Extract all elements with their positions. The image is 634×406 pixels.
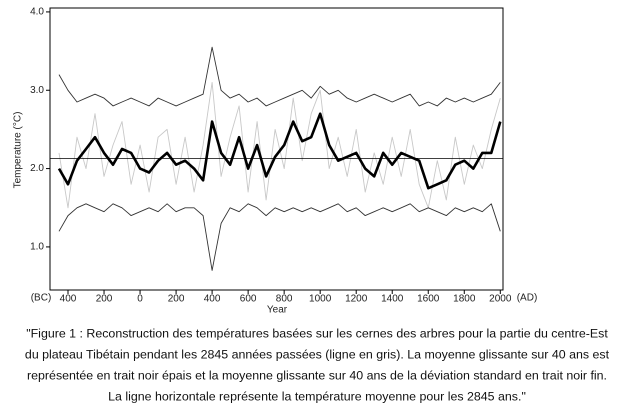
x-tick-label: 800 [276, 294, 293, 305]
y-tick-label: 3.0 [30, 85, 44, 96]
bc-note: (BC) [31, 293, 52, 304]
x-tick-label: 1800 [453, 294, 476, 305]
caption-line: du plateau Tibétain pendant les 2845 ann… [25, 347, 610, 361]
x-tick-label: 1400 [381, 294, 404, 305]
x-tick-label: 400 [60, 294, 77, 305]
caption-box [0, 316, 634, 406]
x-axis-label: Year [267, 305, 288, 316]
caption-line: La ligne horizontale représente la tempé… [108, 389, 526, 403]
y-axis-label: Temperature (°C) [13, 112, 24, 189]
plot-frame [49, 7, 504, 291]
x-tick-label: 1200 [345, 294, 368, 305]
y-tick-label: 1.0 [30, 242, 44, 253]
caption-line: "Figure 1 : Reconstruction des températu… [26, 326, 608, 340]
x-tick-label: 400 [204, 294, 221, 305]
x-tick-label: 600 [240, 294, 257, 305]
x-tick-label: 200 [168, 294, 185, 305]
series-line [58, 46, 501, 107]
caption-line: représentée en trait noir épais et la mo… [27, 368, 607, 382]
x-tick-label: 0 [137, 294, 143, 305]
x-tick-label: 2000 [489, 294, 512, 305]
y-tick-label: 2.0 [30, 163, 44, 174]
ad-note: (AD) [517, 293, 538, 304]
series-line [58, 81, 501, 209]
x-tick-label: 200 [96, 294, 113, 305]
series-line [57, 112, 502, 190]
y-tick-label: 4.0 [30, 7, 44, 18]
series-line [58, 203, 501, 271]
x-tick-label: 1000 [309, 294, 332, 305]
x-tick-label: 1600 [417, 294, 440, 305]
